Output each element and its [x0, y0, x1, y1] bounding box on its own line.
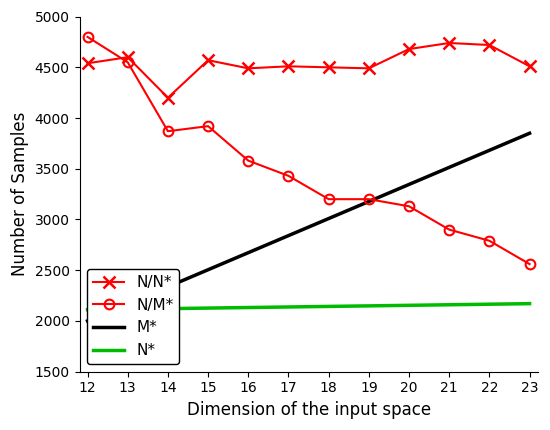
Line: N*: N* — [87, 304, 530, 310]
M* — [366, 199, 372, 204]
N/M* — [84, 34, 91, 40]
N* — [446, 302, 453, 307]
M* — [164, 284, 171, 289]
N/M* — [366, 197, 372, 202]
N/N* — [406, 46, 412, 52]
N/M* — [326, 197, 332, 202]
N* — [245, 305, 251, 310]
N* — [526, 301, 533, 306]
N/M* — [446, 227, 453, 232]
N/M* — [164, 129, 171, 134]
Legend: N/N*, N/M*, M*, N*: N/N*, N/M*, M*, N* — [87, 269, 179, 364]
N/M* — [526, 261, 533, 267]
N* — [205, 305, 211, 310]
M* — [406, 182, 412, 187]
N* — [326, 304, 332, 309]
M* — [124, 301, 131, 307]
M* — [446, 165, 453, 170]
N* — [285, 304, 292, 310]
N/N* — [446, 40, 453, 46]
N* — [406, 303, 412, 308]
N/N* — [326, 65, 332, 70]
M* — [245, 250, 251, 255]
N/M* — [124, 60, 131, 65]
Line: M*: M* — [87, 133, 530, 321]
N/N* — [84, 61, 91, 66]
N/N* — [124, 55, 131, 60]
Y-axis label: Number of Samples: Number of Samples — [11, 112, 29, 276]
M* — [326, 216, 332, 221]
X-axis label: Dimension of the input space: Dimension of the input space — [186, 401, 431, 419]
N* — [84, 307, 91, 312]
N/N* — [245, 66, 251, 71]
N* — [366, 303, 372, 308]
M* — [526, 131, 533, 136]
N* — [164, 306, 171, 311]
M* — [486, 148, 493, 153]
M* — [84, 318, 91, 323]
N/N* — [526, 64, 533, 69]
N/M* — [406, 204, 412, 209]
N/M* — [486, 238, 493, 243]
N/N* — [486, 43, 493, 48]
N/M* — [245, 158, 251, 163]
M* — [205, 267, 211, 272]
N/M* — [285, 173, 292, 178]
N* — [124, 307, 131, 312]
N/N* — [285, 64, 292, 69]
N/M* — [205, 123, 211, 129]
N/N* — [205, 58, 211, 63]
N* — [486, 301, 493, 307]
Line: N/N*: N/N* — [82, 37, 535, 103]
N/N* — [164, 95, 171, 100]
N/N* — [366, 66, 372, 71]
Line: N/M*: N/M* — [82, 32, 535, 269]
M* — [285, 233, 292, 238]
